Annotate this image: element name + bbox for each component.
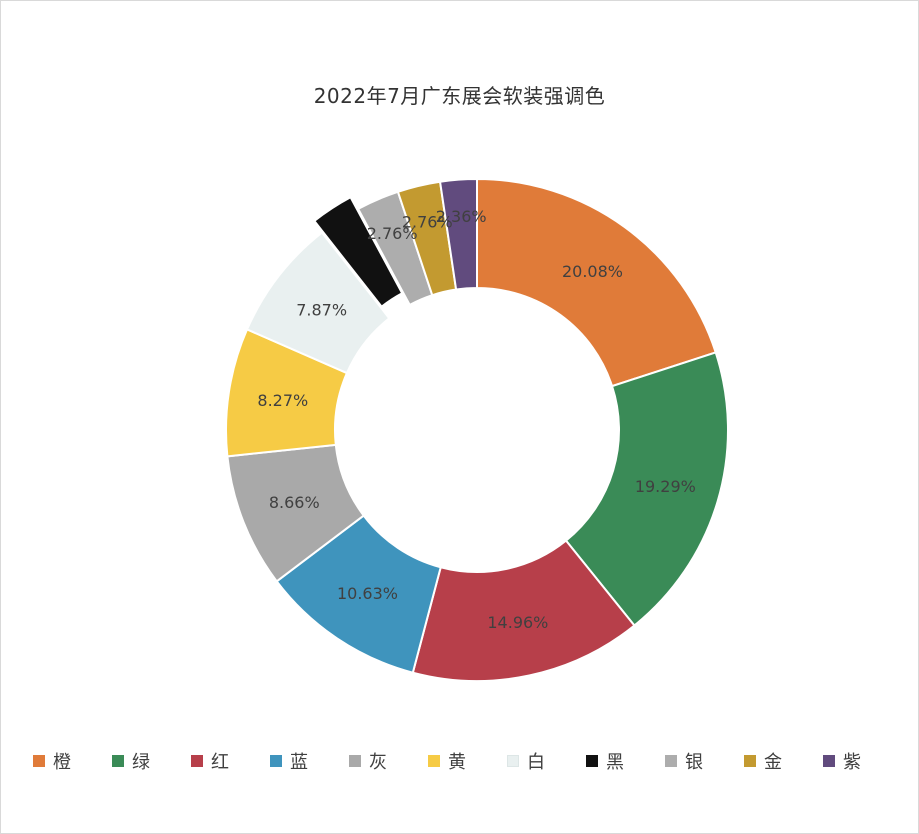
legend-item-金: 金 — [736, 748, 815, 774]
data-label-银: 2.76% — [367, 224, 418, 243]
data-label-金: 2.76% — [402, 212, 453, 231]
legend-label: 金 — [764, 752, 782, 773]
slice-紫 — [438, 177, 478, 291]
data-label-橙: 20.08% — [562, 262, 623, 281]
data-label-蓝: 10.63% — [337, 584, 398, 603]
legend-label: 黑 — [606, 752, 624, 773]
data-label-紫: 2.36% — [436, 207, 487, 226]
legend-label: 黄 — [448, 752, 466, 773]
legend-label: 银 — [685, 752, 703, 773]
legend-item-蓝: 蓝 — [262, 748, 341, 774]
slice-橙 — [476, 177, 717, 388]
legend-item-白: 白 — [499, 748, 578, 774]
legend-item-银: 银 — [657, 748, 736, 774]
legend-label: 绿 — [132, 752, 150, 773]
data-label-红: 14.96% — [487, 613, 548, 632]
legend-swatch — [428, 755, 440, 767]
slice-绿 — [564, 351, 729, 627]
legend-swatch — [33, 755, 45, 767]
legend-item-灰: 灰 — [341, 748, 420, 774]
data-label-绿: 19.29% — [635, 477, 696, 496]
legend-label: 白 — [527, 752, 545, 773]
legend-swatch — [823, 755, 835, 767]
data-label-灰: 8.66% — [269, 493, 320, 512]
legend-label: 橙 — [53, 752, 71, 773]
legend-item-紫: 紫 — [815, 748, 894, 774]
data-label-白: 7.87% — [296, 301, 347, 320]
legend-item-黄: 黄 — [420, 748, 499, 774]
legend-swatch — [112, 755, 124, 767]
legend-label: 紫 — [843, 752, 861, 773]
slice-黑 — [312, 195, 404, 309]
legend-item-红: 红 — [183, 748, 262, 774]
data-label-黄: 8.27% — [257, 391, 308, 410]
legend-swatch — [744, 755, 756, 767]
legend-label: 红 — [211, 752, 229, 773]
legend-label: 灰 — [369, 752, 387, 773]
chart-legend: 橙绿红蓝灰黄白黑银金紫 — [0, 748, 919, 774]
slice-白 — [245, 231, 391, 375]
legend-item-黑: 黑 — [578, 748, 657, 774]
legend-item-橙: 橙 — [25, 748, 104, 774]
legend-swatch — [586, 755, 598, 767]
legend-swatch — [507, 755, 519, 767]
legend-swatch — [349, 755, 361, 767]
chart-title: 2022年7月广东展会软装强调色 — [313, 84, 606, 108]
legend-item-绿: 绿 — [104, 748, 183, 774]
legend-label: 蓝 — [290, 752, 308, 773]
legend-swatch — [270, 755, 282, 767]
legend-swatch — [665, 755, 677, 767]
legend-swatch — [191, 755, 203, 767]
